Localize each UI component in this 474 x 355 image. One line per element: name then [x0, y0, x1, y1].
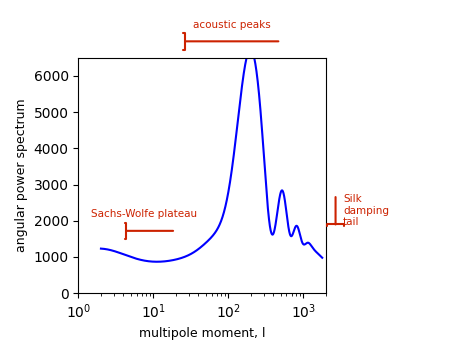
Text: Sachs-Wolfe plateau: Sachs-Wolfe plateau	[91, 209, 197, 219]
Text: Silk
damping
tail: Silk damping tail	[343, 194, 389, 227]
Text: acoustic peaks: acoustic peaks	[193, 20, 271, 29]
Y-axis label: angular power spectrum: angular power spectrum	[15, 99, 28, 252]
X-axis label: multipole moment, l: multipole moment, l	[139, 327, 265, 340]
